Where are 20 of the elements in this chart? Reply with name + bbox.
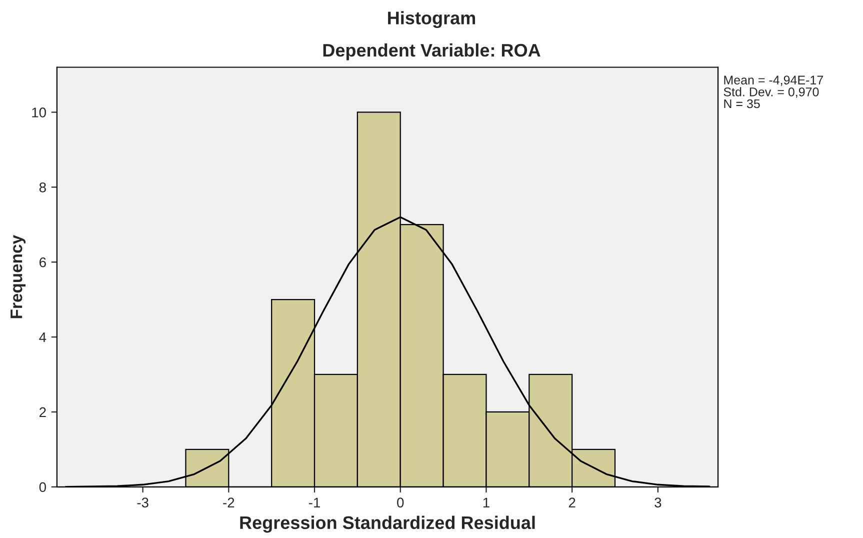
text: N = 35 [724, 99, 760, 108]
y-axis-title: Frequency [10, 235, 26, 318]
text: Mean = -4,94E-17 [724, 76, 823, 86]
text: Std. Dev. = 0,970 [724, 87, 819, 98]
y-tick-label: 0 [39, 482, 46, 492]
y-tick-label: 8 [39, 182, 46, 192]
chart-subtitle: Dependent Variable: ROA [323, 43, 540, 60]
chart-title: Histogram [388, 11, 476, 28]
y-tick-label: 6 [40, 257, 46, 268]
x-axis-title: Regression Standardized Residual [240, 516, 535, 533]
x-tick-label: 1 [483, 498, 490, 508]
x-tick-label: -1 [308, 498, 320, 508]
y-tick-label: 10 [32, 108, 46, 118]
y-tick-label: 2 [40, 407, 46, 417]
x-tick-label: 3 [654, 498, 662, 508]
y-tick-label: 4 [39, 332, 46, 342]
x-tick-label: 2 [568, 498, 576, 508]
x-tick-label: -2 [223, 498, 234, 508]
x-tick-label: 0 [397, 498, 404, 508]
x-tick-label: -3 [137, 498, 148, 508]
